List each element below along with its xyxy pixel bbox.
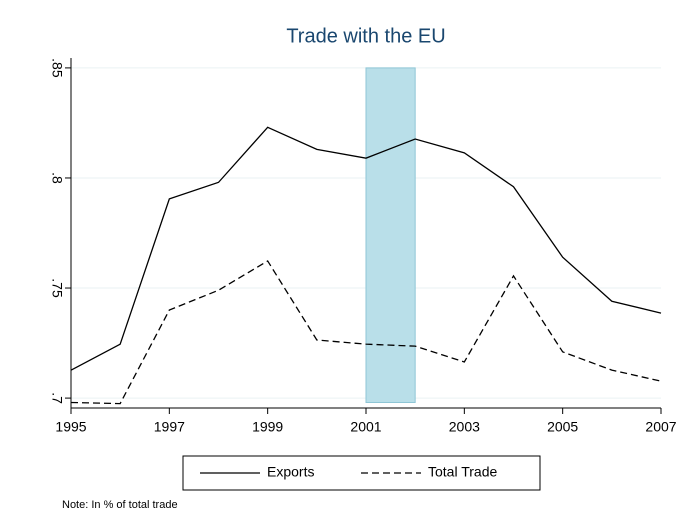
y-tick-label: .75 bbox=[49, 278, 65, 298]
series-line bbox=[70, 126, 662, 371]
x-tick-label: 1999 bbox=[252, 419, 283, 435]
note: Note: In % of total trade bbox=[62, 499, 178, 511]
y-tick-label: .85 bbox=[49, 58, 65, 78]
shaded-region bbox=[365, 67, 416, 403]
chart-title: Trade with the EU bbox=[286, 25, 445, 47]
y-tick-label: .8 bbox=[49, 172, 65, 184]
legend-label: Exports bbox=[267, 464, 314, 480]
x-tick-label: 1995 bbox=[55, 419, 86, 435]
x-tick-label: 2001 bbox=[350, 419, 381, 435]
legend-label: Total Trade bbox=[428, 464, 497, 480]
y-tick-label: .7 bbox=[49, 392, 65, 404]
x-tick-label: 1997 bbox=[154, 419, 185, 435]
series-line bbox=[70, 260, 662, 405]
x-tick-label: 2005 bbox=[547, 419, 578, 435]
x-tick-label: 2007 bbox=[645, 419, 676, 435]
x-tick-label: 2003 bbox=[449, 419, 480, 435]
